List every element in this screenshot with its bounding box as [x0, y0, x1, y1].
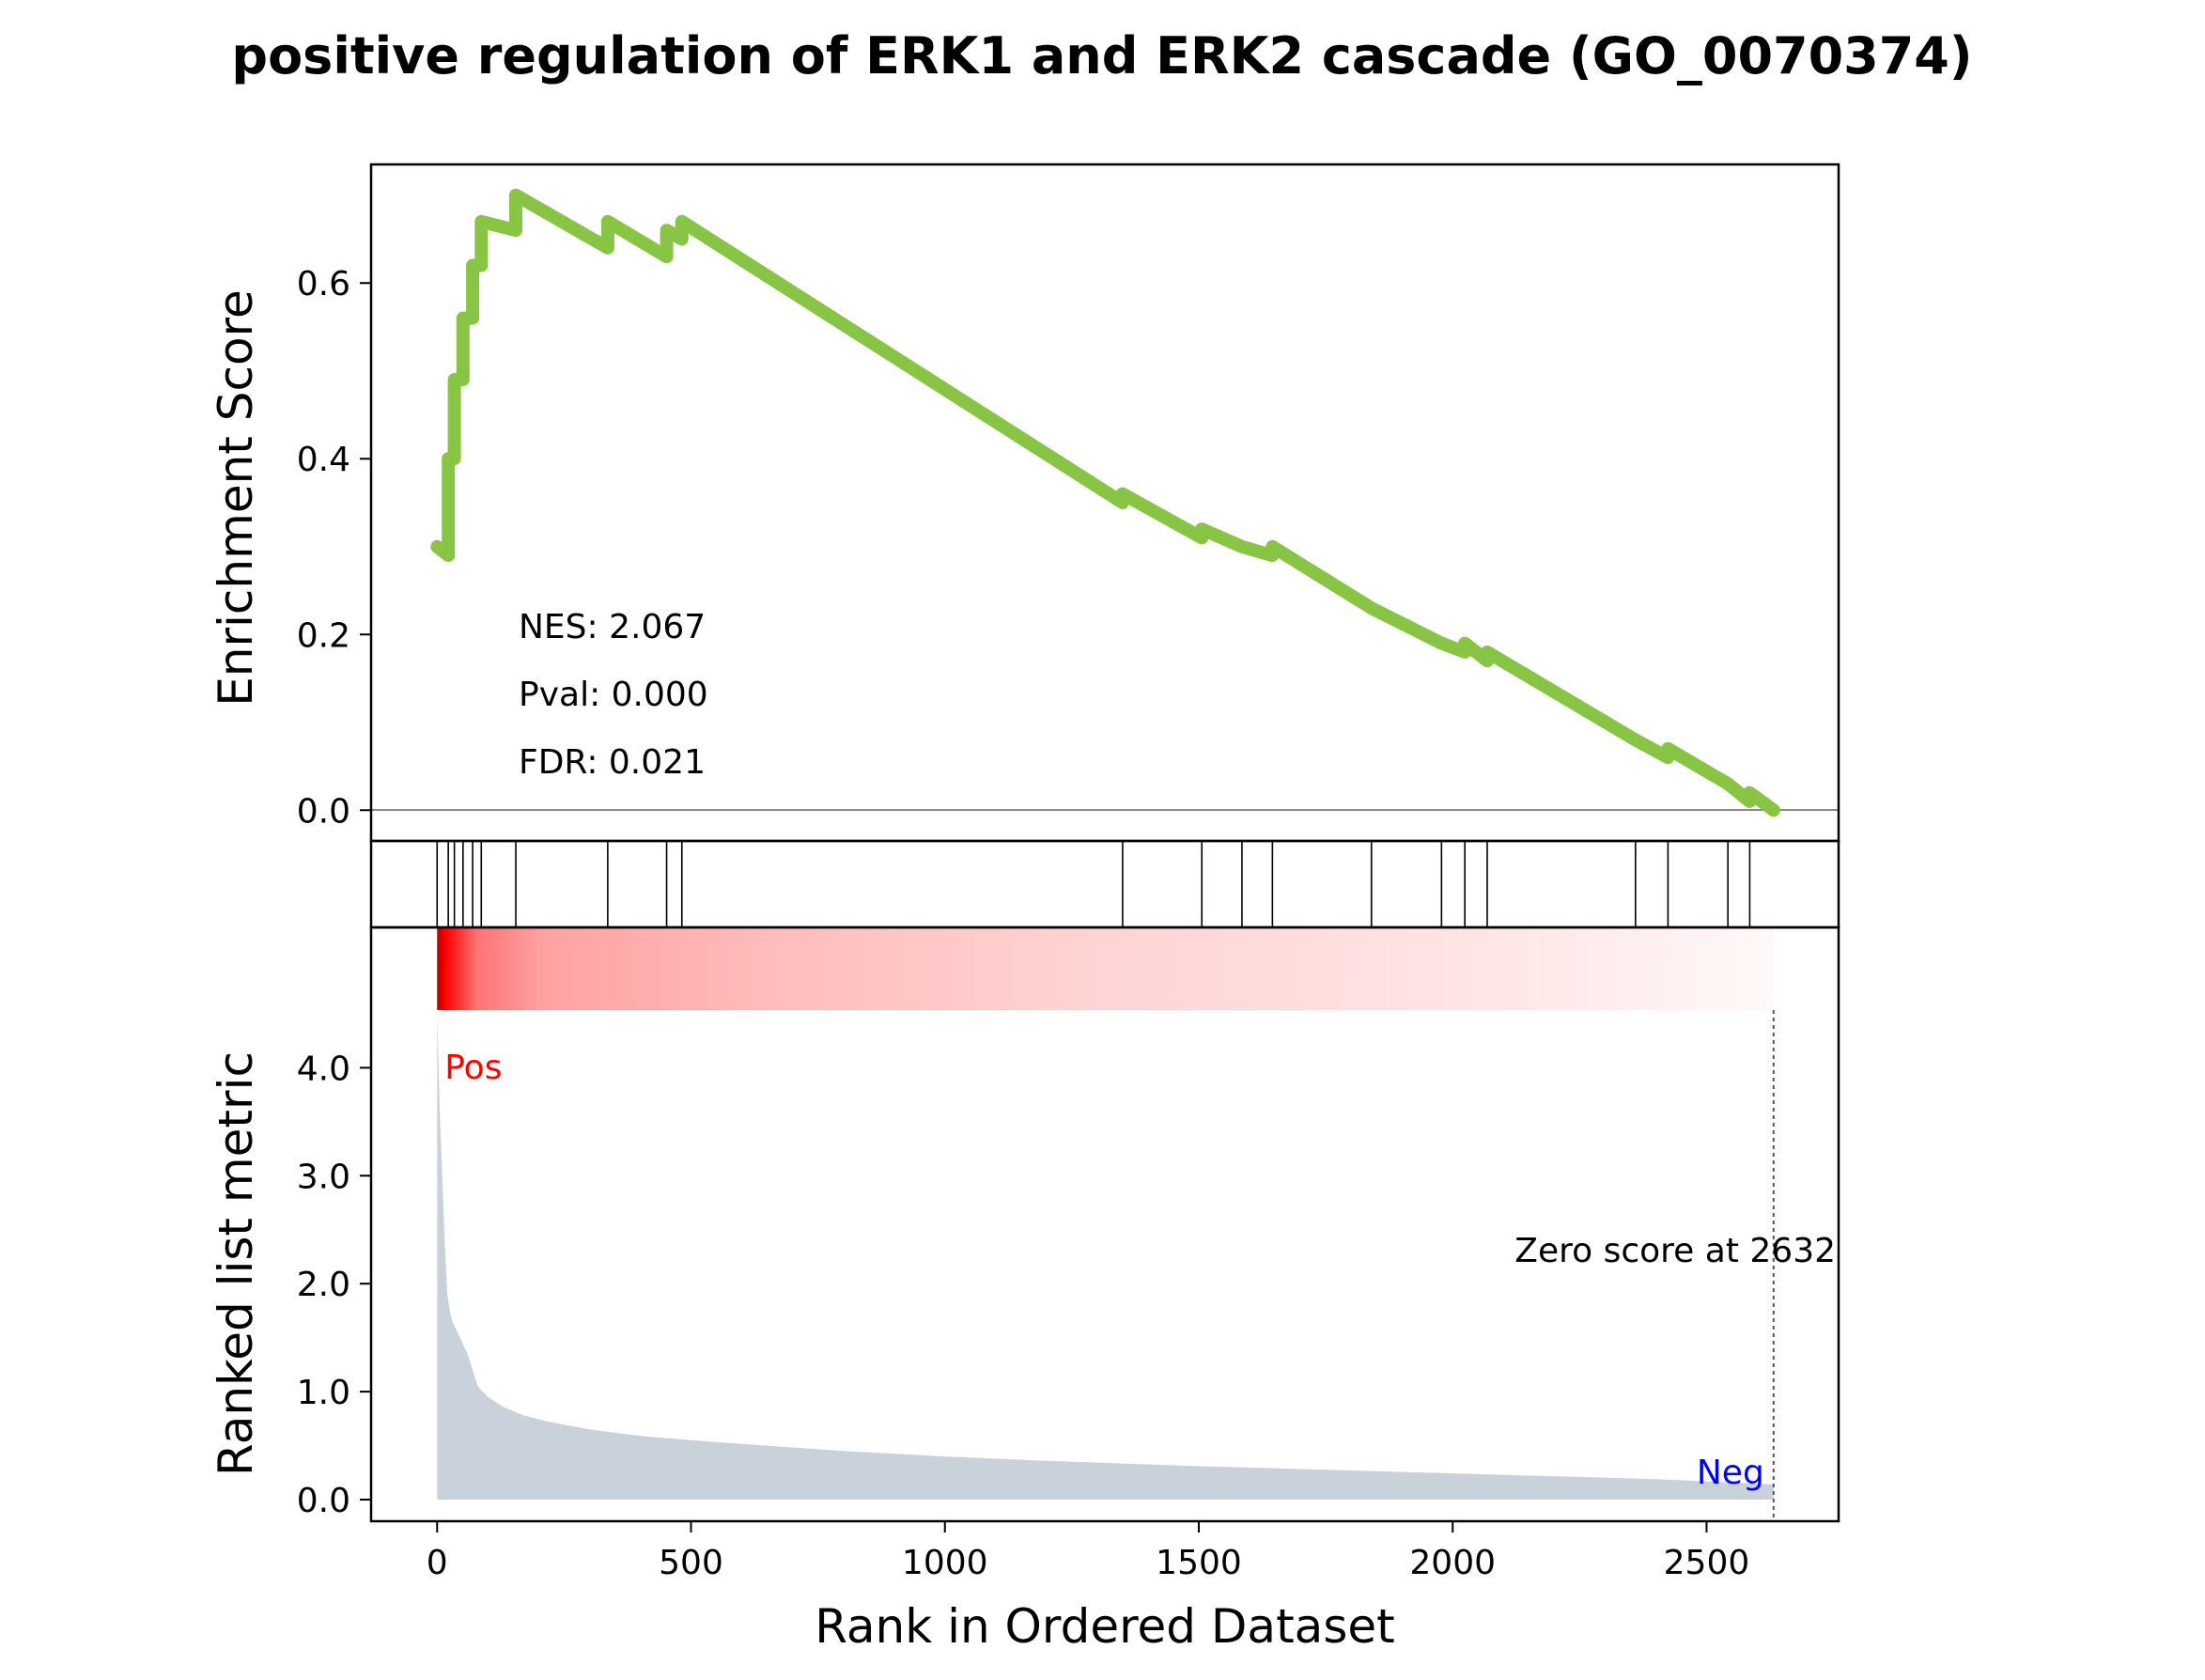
rank-metric-y-tick-label: 1.0: [297, 1374, 350, 1412]
hits-panel: [436, 841, 1751, 927]
zero-score-label: Zero score at 2632: [1514, 1232, 1836, 1270]
rank-metric-y-ticks: 0.0 1.0 2.0 3.0 4.0: [297, 1050, 371, 1520]
es-y-ticks: 0.0 0.2 0.4 0.6: [297, 265, 371, 831]
es-y-axis-label: Enrichment Score: [209, 289, 263, 707]
neg-label: Neg: [1697, 1454, 1764, 1492]
hits-panel-frame: [369, 839, 1840, 929]
es-y-tick-label: 0.4: [297, 441, 350, 479]
rank-metric-y-axis-label: Ranked list metric: [209, 1051, 263, 1476]
es-y-tick-label: 0.6: [297, 265, 350, 303]
es-y-tick-label: 0.0: [297, 792, 350, 831]
x-tick-label: 2500: [1664, 1544, 1750, 1582]
rank-metric-y-tick-label: 3.0: [297, 1158, 350, 1196]
figure-title: positive regulation of ERK1 and ERK2 cas…: [231, 26, 1972, 86]
x-tick-label: 0: [427, 1544, 448, 1582]
x-tick-label: 1500: [1156, 1544, 1242, 1582]
x-tick-label: 500: [659, 1544, 723, 1582]
pos-label: Pos: [444, 1049, 502, 1087]
es-panel-frame: [369, 163, 1840, 843]
fdr-annotation: FDR: 0.021: [519, 743, 706, 782]
x-tick-label: 1000: [902, 1544, 988, 1582]
rank-metric-y-tick-label: 4.0: [297, 1050, 350, 1088]
enrichment-panel: 0.0 0.2 0.4 0.6 Enrichment Score NES: 2.067…: [209, 188, 1839, 831]
es-y-tick-label: 0.2: [297, 616, 350, 655]
x-axis-ticks: 0 500 1000 1500 2000 2500: [427, 1521, 1749, 1582]
pval-annotation: Pval: 0.000: [519, 676, 708, 714]
rank-heatmap-bar: [437, 927, 1774, 1010]
hit-ticks: [436, 841, 1751, 927]
ranked-metric-area: [437, 1013, 1774, 1500]
rank-metric-panel: Zero score at 2632 Pos Neg 0.0 1.0 2.0 3.0 4…: [209, 927, 1836, 1654]
rank-metric-y-tick-label: 2.0: [297, 1266, 350, 1304]
rank-panel-frame: [369, 926, 1840, 1523]
es-series-line: [430, 188, 1780, 817]
nes-annotation: NES: 2.067: [519, 608, 706, 646]
x-axis-label: Rank in Ordered Dataset: [815, 1599, 1394, 1654]
x-tick-label: 2000: [1409, 1544, 1496, 1582]
rank-metric-y-tick-label: 0.0: [297, 1482, 350, 1520]
